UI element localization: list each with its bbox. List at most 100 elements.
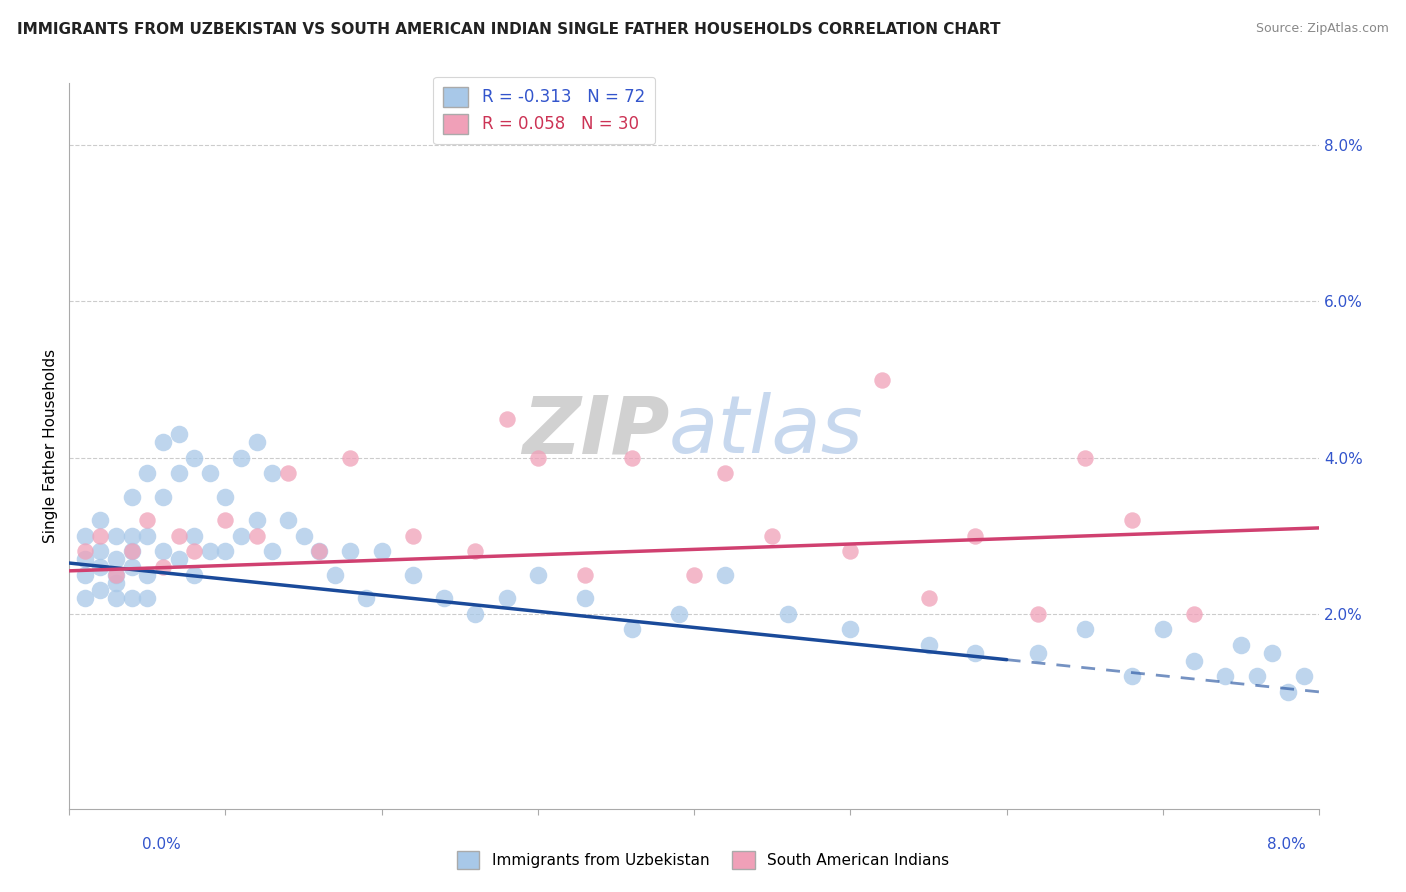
Point [105,529,128,543]
Point [89,544,111,558]
Point [73,544,96,558]
Point [527,450,550,465]
Point [917,591,939,606]
Point [262,467,284,481]
Point [354,591,377,606]
Point [339,544,361,558]
Point [183,450,205,465]
Point [136,529,159,543]
Point [839,544,862,558]
Point [89,560,111,574]
Point [402,567,425,582]
Point [620,623,643,637]
Point [105,567,128,582]
Point [214,513,236,527]
Point [229,529,252,543]
Point [89,513,111,527]
Point [105,591,128,606]
Point [167,467,190,481]
Point [121,490,143,504]
Text: Source: ZipAtlas.com: Source: ZipAtlas.com [1256,22,1389,36]
Point [1182,654,1205,668]
Text: 8.0%: 8.0% [1267,838,1306,852]
Point [167,529,190,543]
Point [870,373,893,387]
Point [121,560,143,574]
Point [1215,669,1237,683]
Point [620,450,643,465]
Point [198,467,221,481]
Point [574,567,596,582]
Point [1230,638,1253,652]
Point [121,591,143,606]
Legend: Immigrants from Uzbekistan, South American Indians: Immigrants from Uzbekistan, South Americ… [450,845,956,875]
Point [167,427,190,442]
Point [761,529,783,543]
Point [152,560,174,574]
Point [246,529,269,543]
Point [683,567,706,582]
Point [1074,450,1097,465]
Text: ZIP: ZIP [522,392,669,470]
Point [152,435,174,450]
Point [152,490,174,504]
Point [668,607,690,621]
Point [136,467,159,481]
Text: 0.0%: 0.0% [142,838,181,852]
Point [527,567,550,582]
Point [1026,607,1049,621]
Point [167,552,190,566]
Point [277,513,299,527]
Point [714,467,737,481]
Point [464,607,486,621]
Point [917,638,939,652]
Y-axis label: Single Father Households: Single Father Households [44,349,58,543]
Point [214,544,236,558]
Point [183,544,205,558]
Point [1152,623,1174,637]
Point [464,544,486,558]
Point [308,544,330,558]
Point [183,529,205,543]
Point [73,552,96,566]
Point [323,567,346,582]
Point [198,544,221,558]
Point [89,529,111,543]
Point [121,544,143,558]
Point [1182,607,1205,621]
Point [121,529,143,543]
Point [965,529,987,543]
Point [1074,623,1097,637]
Point [839,623,862,637]
Point [776,607,799,621]
Point [136,591,159,606]
Point [1292,669,1315,683]
Point [246,513,269,527]
Point [105,567,128,582]
Text: atlas: atlas [669,392,863,470]
Point [121,544,143,558]
Point [262,544,284,558]
Point [308,544,330,558]
Point [1121,513,1143,527]
Point [433,591,456,606]
Point [1246,669,1268,683]
Point [495,591,517,606]
Point [292,529,315,543]
Point [246,435,269,450]
Point [574,591,596,606]
Point [136,567,159,582]
Point [495,411,517,425]
Point [965,646,987,660]
Point [105,552,128,566]
Legend: R = -0.313   N = 72, R = 0.058   N = 30: R = -0.313 N = 72, R = 0.058 N = 30 [433,77,655,144]
Point [277,467,299,481]
Point [339,450,361,465]
Point [89,583,111,598]
Text: IMMIGRANTS FROM UZBEKISTAN VS SOUTH AMERICAN INDIAN SINGLE FATHER HOUSEHOLDS COR: IMMIGRANTS FROM UZBEKISTAN VS SOUTH AMER… [17,22,1001,37]
Point [183,567,205,582]
Point [714,567,737,582]
Point [214,490,236,504]
Point [73,567,96,582]
Point [136,513,159,527]
